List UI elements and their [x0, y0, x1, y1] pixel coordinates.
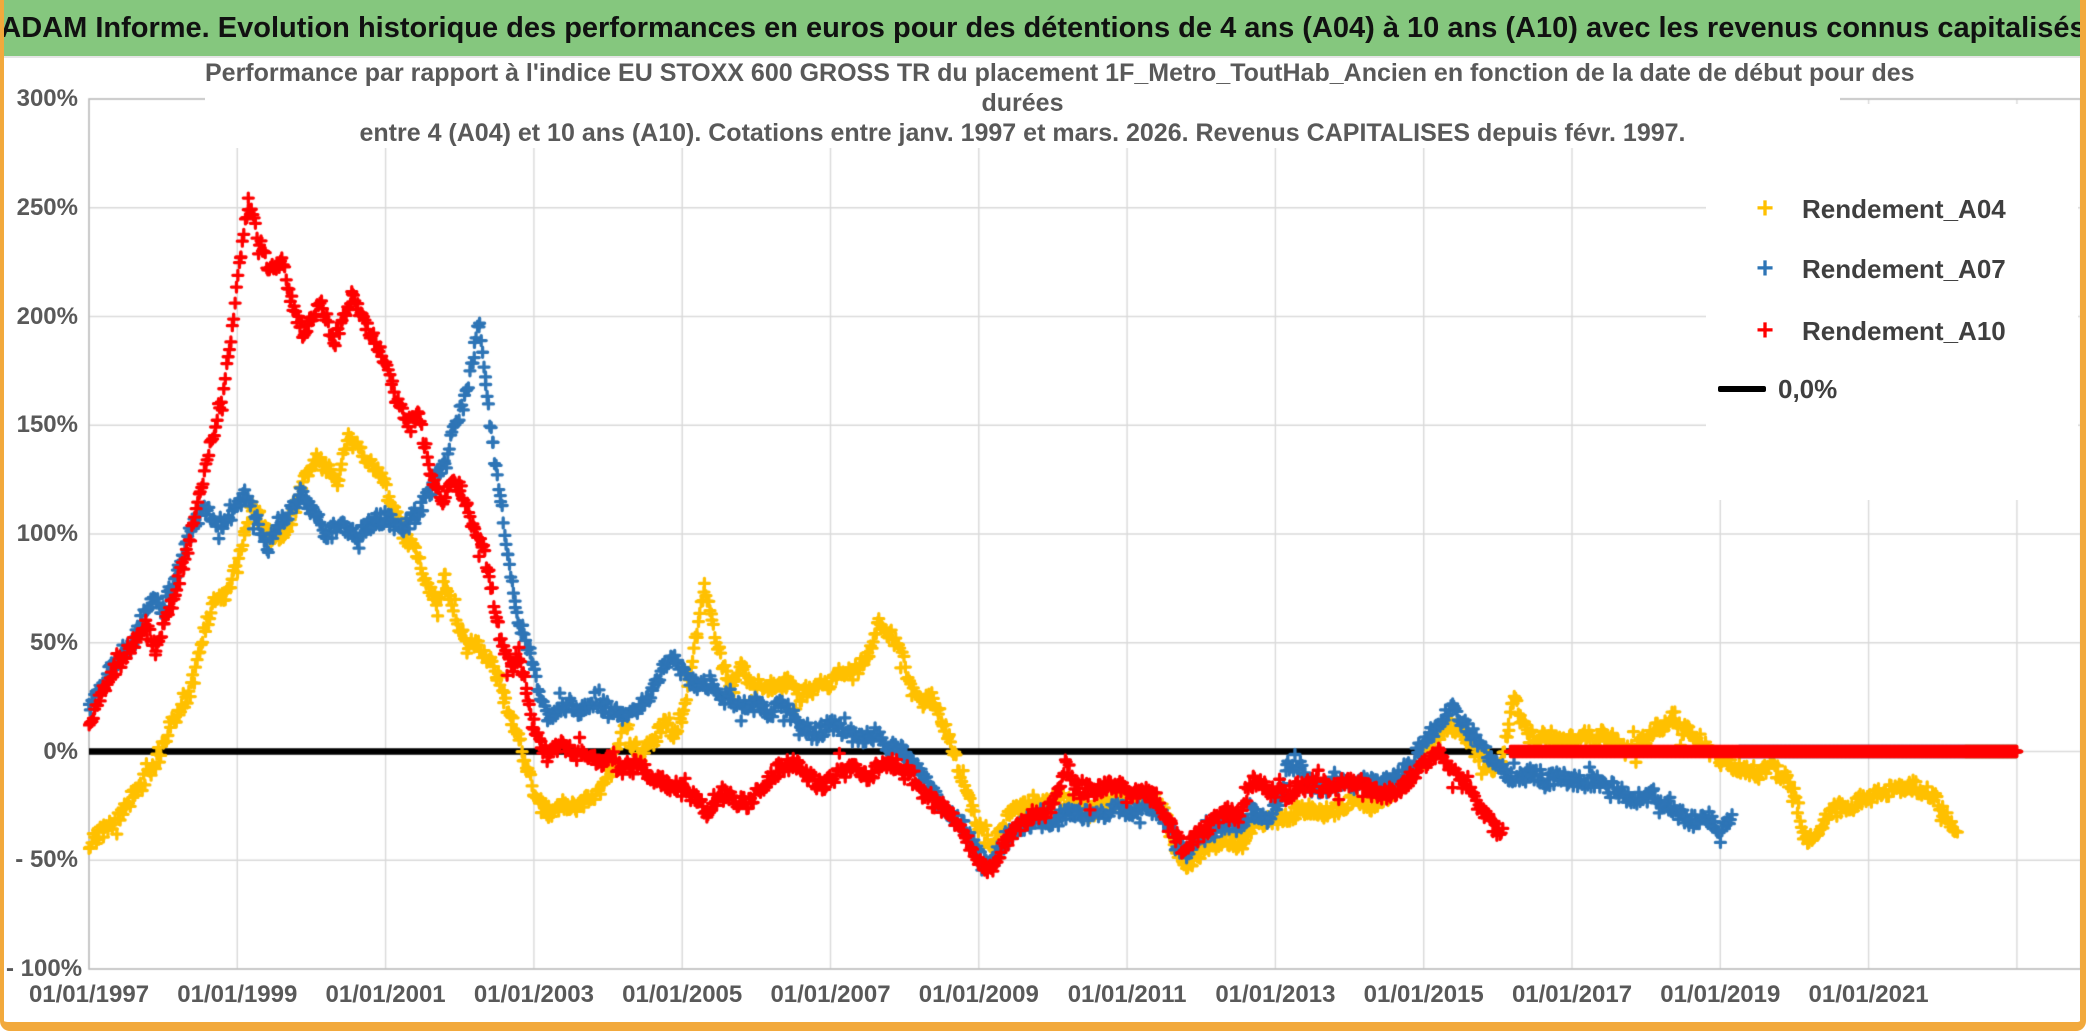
chart-legend: + Rendement_A04 + Rendement_A07 + Rendement_A… — [1706, 104, 2078, 500]
title-bar: ADAM Informe. Evolution historique des p… — [0, 0, 2086, 58]
legend-item-rendement-a04: + Rendement_A04 — [1752, 192, 2006, 226]
x-axis-tick-label: 01/01/2019 — [1660, 981, 1781, 1008]
legend-label: Rendement_A10 — [1802, 315, 2006, 346]
y-axis-tick-label: - 100% — [6, 955, 83, 982]
legend-plus-marker: + — [1756, 252, 1774, 285]
y-axis-tick-label: 50% — [29, 628, 78, 656]
x-axis-tick-label: 01/01/2001 — [325, 981, 446, 1008]
x-axis-tick-label: 01/01/1997 — [28, 981, 150, 1008]
y-axis-tick-label: 100% — [16, 520, 78, 547]
y-axis-tick-label: 300% — [16, 85, 78, 112]
legend-label: 0,0% — [1778, 373, 1838, 404]
x-axis-tick-label: 01/01/2009 — [918, 981, 1039, 1008]
y-axis-tick-label: 150% — [16, 411, 78, 439]
legend-item-rendement-a10: + Rendement_A10 — [1752, 314, 2006, 348]
legend-item-rendement-a07: + Rendement_A07 — [1752, 252, 2006, 286]
y-axis-tick-label: - 50% — [15, 846, 78, 874]
chart-title-line-2: durées — [981, 89, 1064, 117]
chart-title-line-1: Performance par rapport à l'indice EU ST… — [205, 59, 1915, 87]
x-axis-tick-label: 01/01/2007 — [770, 981, 891, 1008]
x-axis-tick-label: 01/01/2011 — [1067, 981, 1187, 1008]
y-axis-tick-label: 250% — [16, 193, 78, 221]
legend-plus-marker: + — [1756, 192, 1774, 225]
legend-label: Rendement_A07 — [1802, 253, 2006, 284]
legend-zero-line-swatch — [1718, 386, 1766, 392]
x-axis-tick-label: 01/01/2015 — [1363, 981, 1484, 1008]
x-axis-tick-label: 01/01/2005 — [622, 981, 743, 1008]
page-title: ADAM Informe. Evolution historique des p… — [0, 11, 2086, 44]
legend-plus-marker: + — [1756, 314, 1774, 347]
x-axis-tick-label: 01/01/2021 — [1808, 981, 1929, 1008]
x-axis-tick-label: 01/01/2013 — [1215, 981, 1336, 1008]
y-axis-tick-label: 0% — [43, 737, 78, 765]
x-axis-tick-label: 01/01/2003 — [473, 981, 594, 1008]
y-axis-tick-label: 200% — [16, 302, 78, 330]
chart-title: Performance par rapport à l'indice EU ST… — [205, 58, 1915, 148]
chart-title-line-3: entre 4 (A04) et 10 ans (A10). Cotations… — [359, 119, 1686, 147]
x-axis-tick-label: 01/01/2017 — [1511, 981, 1633, 1008]
x-axis-tick-label: 01/01/1999 — [177, 981, 298, 1008]
legend-label: Rendement_A04 — [1802, 193, 2006, 224]
legend-item-0-0-: 0,0% — [1718, 372, 1837, 406]
